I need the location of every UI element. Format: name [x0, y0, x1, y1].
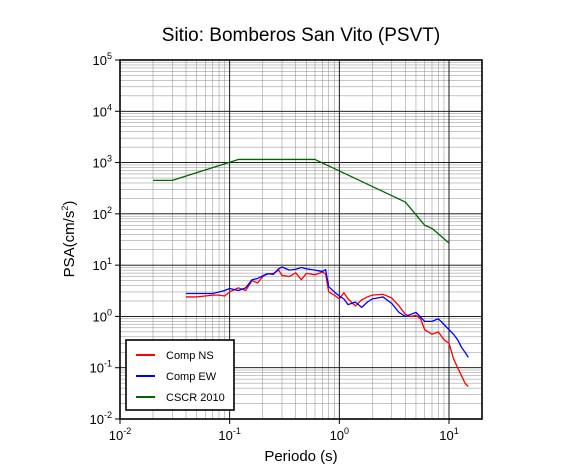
x-tick-exponent: -2 [123, 426, 131, 436]
x-axis-label: Periodo (s) [264, 448, 337, 465]
y-tick-exponent: 1 [107, 256, 112, 266]
y-tick-label: 104 [93, 102, 112, 119]
x-tick-exponent: 1 [454, 426, 459, 436]
series-line-comp-ew [186, 266, 469, 358]
y-tick-exponent: 3 [107, 154, 112, 164]
y-tick-label: 101 [93, 256, 112, 273]
plot-frame [119, 59, 483, 420]
x-tick-label: 101 [439, 426, 458, 443]
y-tick-exponent: 4 [107, 102, 112, 112]
legend: Comp NS Comp EW CSCR 2010 [125, 339, 235, 411]
series-line-comp-ns [186, 269, 469, 387]
x-tick-label: 100 [330, 426, 349, 443]
x-tick-exponent: -1 [233, 426, 241, 436]
y-tick-label: 102 [93, 205, 112, 222]
y-tick-label: 103 [93, 154, 112, 171]
chart-title: Sitio: Bomberos San Vito (PSVT) [162, 25, 440, 46]
legend-label-comp-ew: Comp EW [166, 371, 217, 383]
y-tick-base: 10 [90, 412, 104, 427]
y-tick-exponent: 0 [107, 307, 112, 317]
y-tick-base: 10 [90, 361, 104, 376]
y-tick-label: 105 [93, 51, 112, 68]
legend-label-comp-ns: Comp NS [166, 350, 214, 362]
x-tick-exponent: 0 [344, 426, 349, 436]
y-tick-base: 10 [93, 258, 107, 273]
y-axis-label-superscript: 2 [60, 206, 70, 211]
y-tick-exponent: 2 [107, 205, 112, 215]
y-tick-label: 10-1 [90, 359, 112, 376]
y-tick-exponent: 5 [107, 51, 112, 61]
x-tick-label: 10-2 [109, 426, 131, 443]
x-tick-base: 10 [218, 428, 232, 443]
y-axis-label-main: PSA(cm/s [61, 211, 78, 278]
y-tick-base: 10 [93, 156, 107, 171]
y-axis-label: PSA(cm/s2) [60, 201, 78, 278]
y-tick-label: 10-2 [90, 410, 112, 427]
x-tick-base: 10 [439, 428, 453, 443]
legend-label-cscr-2010: CSCR 2010 [166, 392, 225, 404]
x-tick-base: 10 [109, 428, 123, 443]
y-tick-exponent: -1 [104, 359, 112, 369]
minor-grid [120, 60, 483, 419]
y-tick-base: 10 [93, 309, 107, 324]
x-tick-label: 10-1 [218, 426, 240, 443]
y-tick-base: 10 [93, 53, 107, 68]
y-tick-exponent: -2 [104, 410, 112, 420]
y-tick-base: 10 [93, 207, 107, 222]
data-series [153, 158, 469, 387]
y-tick-base: 10 [93, 104, 107, 119]
y-axis-label-close: ) [61, 201, 78, 206]
series-line-cscr-2010 [153, 158, 450, 244]
y-tick-label: 100 [93, 307, 112, 324]
x-tick-base: 10 [330, 428, 344, 443]
